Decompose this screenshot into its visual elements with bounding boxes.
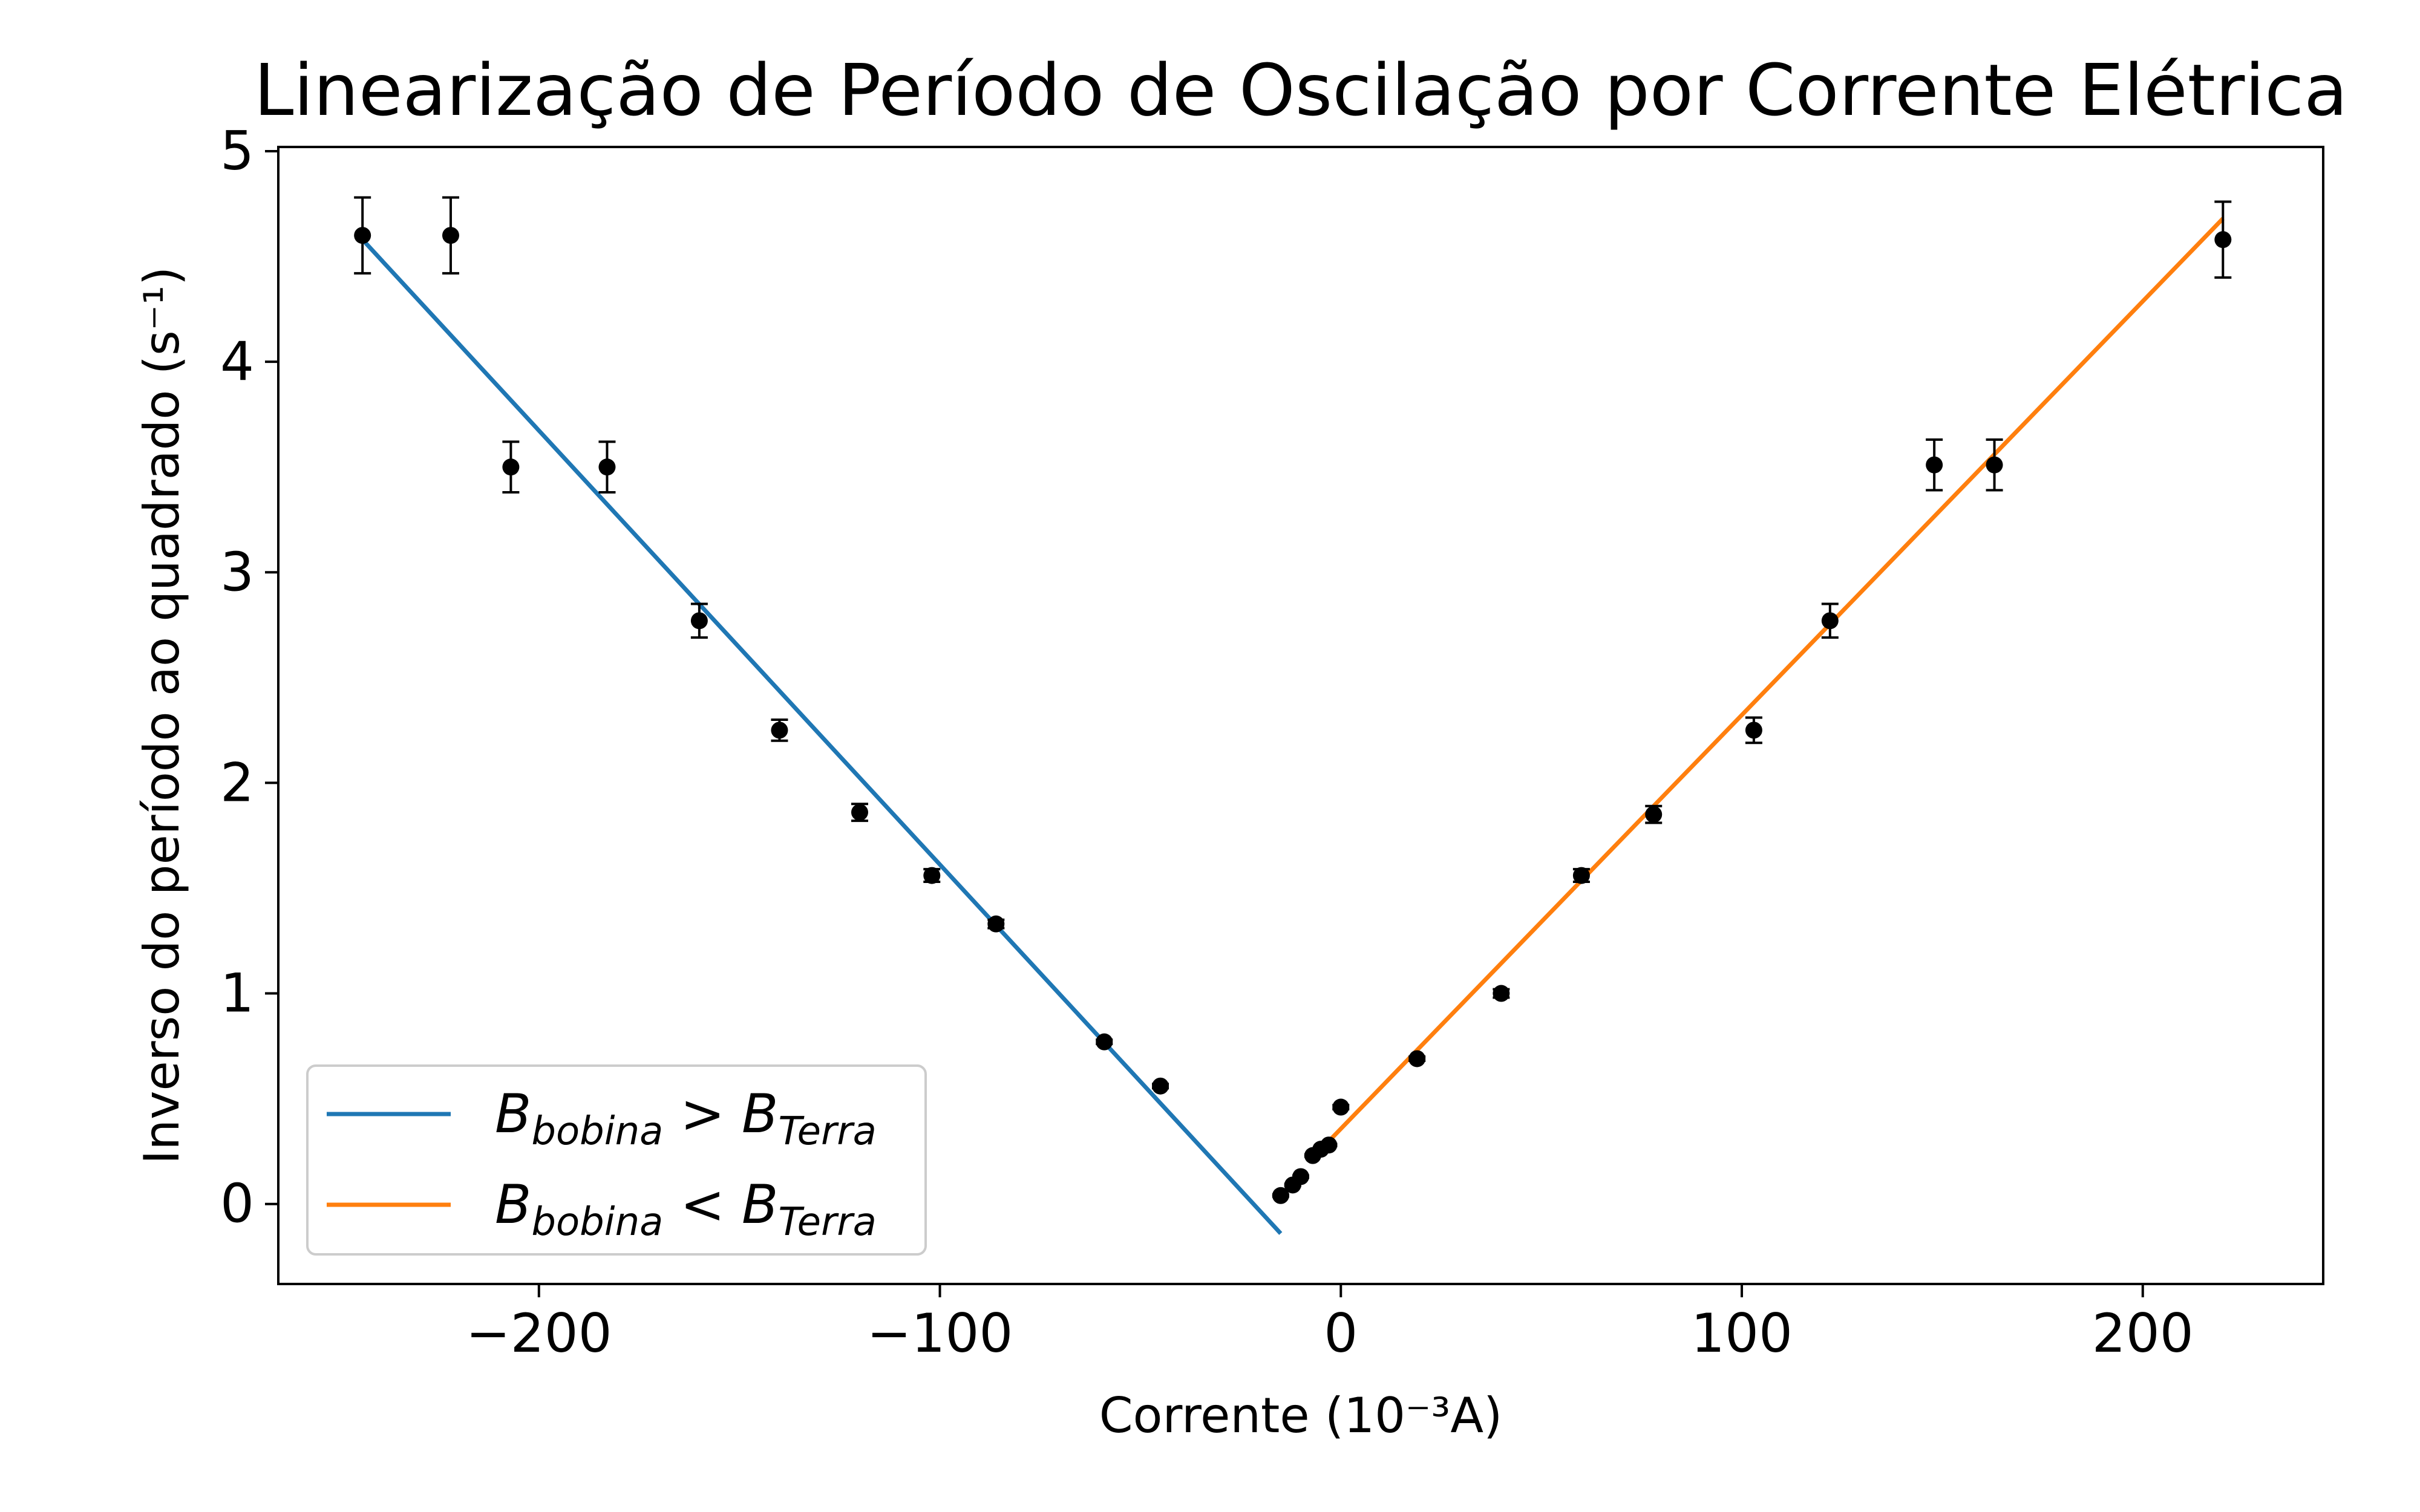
- axis-ticks: −200 −100 0 100 200 0 1 2 3 4 5: [220, 120, 2194, 1364]
- data-point-9: [987, 915, 1005, 933]
- data-point-24: [1821, 602, 1839, 639]
- point-marker: [1572, 867, 1590, 884]
- data-point-3: [502, 440, 520, 494]
- point-marker: [1493, 985, 1510, 1002]
- data-point-19: [1408, 1050, 1426, 1067]
- point-marker: [1986, 456, 2003, 474]
- fit-line-2: [1307, 217, 2225, 1164]
- point-marker: [354, 227, 371, 244]
- y-axis-label: Inverso do período ao quadrado (s⁻¹): [134, 267, 190, 1164]
- legend-label: Bbobina > BTerra: [495, 1083, 877, 1154]
- x-tick-label: 200: [2092, 1302, 2194, 1364]
- data-point-23: [1745, 716, 1762, 745]
- data-point-20: [1493, 985, 1510, 1002]
- data-point-11: [1152, 1077, 1169, 1095]
- chart-title: Linearização de Período de Oscilação por…: [254, 48, 2348, 132]
- y-tick-label: 5: [220, 120, 254, 182]
- data-point-25: [1926, 438, 1943, 492]
- point-marker: [1745, 722, 1762, 739]
- point-marker: [442, 227, 459, 244]
- point-marker: [1152, 1077, 1169, 1095]
- data-point-4: [598, 440, 616, 494]
- fit-lines: [361, 217, 2225, 1235]
- point-marker: [598, 458, 616, 476]
- fit-line-1: [361, 238, 1283, 1235]
- x-tick-label: 100: [1691, 1302, 1793, 1364]
- data-point-8: [923, 867, 941, 884]
- data-point-17: [1320, 1136, 1338, 1154]
- data-point-2: [442, 196, 459, 275]
- plot-frame: [277, 146, 2324, 1285]
- y-tick-label: 0: [220, 1173, 254, 1235]
- point-marker: [690, 612, 708, 630]
- point-marker: [987, 915, 1005, 933]
- point-marker: [1320, 1136, 1338, 1154]
- data-point-21: [1572, 867, 1590, 884]
- data-point-5: [690, 602, 708, 639]
- point-marker: [1272, 1187, 1289, 1204]
- legend-entry-2: Bbobina < BTerra: [327, 1173, 877, 1245]
- legend-label: Bbobina < BTerra: [495, 1173, 877, 1245]
- point-marker: [851, 804, 868, 821]
- data-point-22: [1645, 804, 1663, 824]
- point-marker: [2214, 231, 2232, 249]
- data-point-14: [1292, 1168, 1309, 1185]
- y-tick-label: 2: [220, 751, 254, 813]
- point-marker: [1645, 806, 1663, 823]
- point-marker: [1332, 1098, 1350, 1116]
- data-point-7: [851, 803, 868, 823]
- x-tick-label: −100: [867, 1302, 1013, 1364]
- data-points: [354, 196, 2232, 1204]
- y-tick-label: 4: [220, 330, 254, 393]
- data-point-18: [1332, 1098, 1350, 1116]
- point-marker: [1096, 1033, 1113, 1051]
- data-point-12: [1272, 1187, 1289, 1204]
- data-point-26: [1986, 438, 2003, 492]
- legend: Bbobina > BTerra Bbobina < BTerra: [306, 1064, 927, 1256]
- point-marker: [771, 722, 788, 739]
- data-point-10: [1096, 1033, 1113, 1051]
- legend-box: [306, 1064, 927, 1256]
- y-tick-label: 3: [220, 541, 254, 603]
- point-marker: [1408, 1050, 1426, 1067]
- legend-entry-1: Bbobina > BTerra: [327, 1083, 877, 1154]
- data-point-6: [771, 718, 788, 742]
- point-marker: [1821, 612, 1839, 630]
- x-axis-label: Corrente (10⁻³A): [1099, 1387, 1503, 1444]
- x-tick-label: −200: [466, 1302, 612, 1364]
- x-tick-label: 0: [1324, 1302, 1358, 1364]
- point-marker: [502, 458, 520, 476]
- data-point-1: [354, 196, 371, 275]
- point-marker: [1926, 456, 1943, 474]
- y-tick-label: 1: [220, 962, 254, 1025]
- point-marker: [923, 867, 941, 884]
- point-marker: [1292, 1168, 1309, 1185]
- data-point-27: [2214, 200, 2232, 279]
